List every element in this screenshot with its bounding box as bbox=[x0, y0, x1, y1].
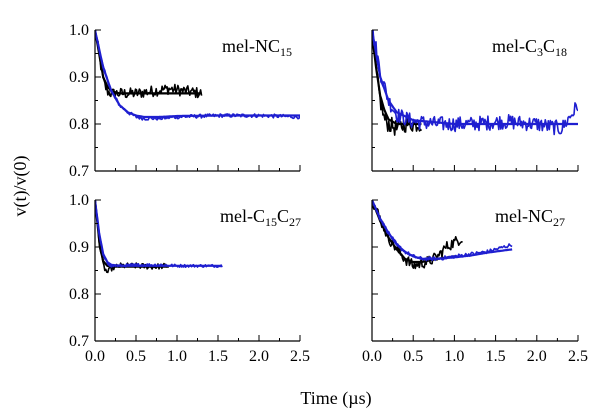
y-tick-label: 0.9 bbox=[69, 239, 89, 256]
series-line-black-noisy bbox=[372, 205, 463, 270]
series-line-blue-smooth bbox=[95, 200, 223, 267]
series-line-blue-smooth bbox=[372, 30, 578, 126]
y-tick-label: 0.9 bbox=[69, 69, 89, 86]
panel-label-text: mel-NC bbox=[495, 206, 553, 226]
series-line-black-noisy bbox=[372, 30, 423, 136]
y-axis-label: v(t)/v(0) bbox=[10, 156, 31, 217]
y-tick-label: 0.8 bbox=[69, 286, 89, 303]
panel-label-text: mel-C bbox=[492, 36, 537, 56]
series-line-black-smooth bbox=[95, 200, 170, 268]
y-tick-label: 1.0 bbox=[69, 192, 89, 209]
panel-label-subscript: 15 bbox=[280, 45, 292, 59]
x-tick-label: 0.5 bbox=[126, 348, 146, 365]
x-tick-label: 0.0 bbox=[362, 348, 382, 365]
panel-label-text: C bbox=[543, 36, 555, 56]
y-tick-label: 0.7 bbox=[69, 163, 89, 180]
x-tick-label: 2.5 bbox=[290, 348, 310, 365]
x-tick-label: 2.5 bbox=[568, 348, 588, 365]
y-tick-label: 0.8 bbox=[69, 116, 89, 133]
y-tick-label: 1.0 bbox=[69, 22, 89, 39]
panel-label: mel-NC27 bbox=[495, 206, 565, 229]
y-tick-label: 0.7 bbox=[69, 333, 89, 350]
x-tick-label: 1.5 bbox=[486, 348, 506, 365]
panel-label-subscript: 15 bbox=[265, 215, 277, 229]
x-tick-label: 0.0 bbox=[85, 348, 105, 365]
panel-3: 0.7 0.8 0.9 1.0 0.0 0.5 1.0 1.5 2.0 2.5 mel-C15C27 bbox=[69, 192, 310, 365]
panel-2: mel-C3C18 bbox=[371, 29, 579, 172]
x-tick-label: 2.0 bbox=[249, 348, 269, 365]
x-tick-label: 2.0 bbox=[527, 348, 547, 365]
series-line-blue-smooth bbox=[95, 30, 300, 119]
panel-4: 0.0 0.5 1.0 1.5 2.0 2.5 mel-NC27 bbox=[362, 199, 588, 365]
series-line-blue-smooth bbox=[372, 200, 513, 260]
panel-label-text: C bbox=[277, 206, 289, 226]
panel-label: mel-C3C18 bbox=[492, 36, 567, 59]
panel-label-subscript: 3 bbox=[537, 45, 543, 59]
x-tick-label: 1.0 bbox=[444, 348, 464, 365]
x-axis-label: Time (µs) bbox=[300, 388, 371, 409]
series-line-black-smooth bbox=[95, 30, 202, 95]
panel-label-text: mel-C bbox=[220, 206, 265, 226]
panel-label-text: mel-NC bbox=[222, 36, 280, 56]
panel-1: 0.7 0.8 0.9 1.0 mel-NC15 bbox=[69, 22, 301, 180]
x-tick-label: 1.0 bbox=[167, 348, 187, 365]
x-tick-label: 1.5 bbox=[208, 348, 228, 365]
panel-label: mel-C15C27 bbox=[220, 206, 301, 229]
panel-label-subscript: 27 bbox=[553, 215, 565, 229]
series-line-blue-noisy bbox=[95, 200, 223, 268]
panel-label-subscript: 18 bbox=[555, 45, 567, 59]
panel-label: mel-NC15 bbox=[222, 36, 292, 59]
panel-label-subscript: 27 bbox=[289, 215, 301, 229]
x-tick-label: 0.5 bbox=[403, 348, 423, 365]
